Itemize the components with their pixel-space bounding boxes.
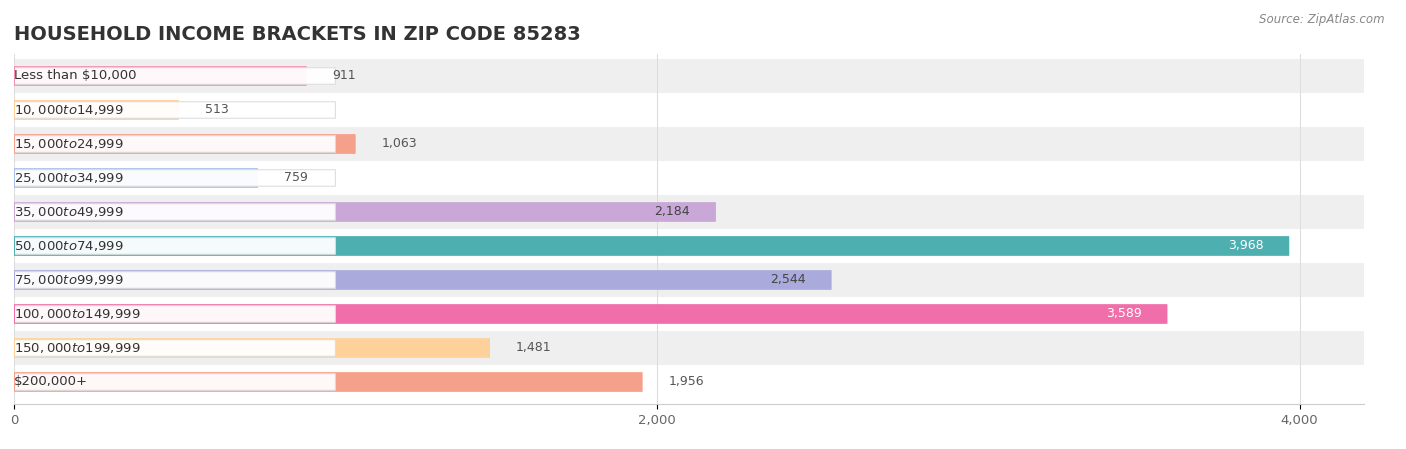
Text: 1,063: 1,063: [381, 137, 418, 150]
FancyBboxPatch shape: [14, 66, 307, 86]
FancyBboxPatch shape: [14, 136, 336, 152]
Text: 513: 513: [205, 103, 228, 116]
FancyBboxPatch shape: [14, 272, 336, 288]
Text: 759: 759: [284, 172, 308, 185]
FancyBboxPatch shape: [14, 270, 831, 290]
Bar: [0, 195, 1406, 229]
Bar: [0, 59, 1406, 93]
Text: $200,000+: $200,000+: [14, 375, 89, 388]
FancyBboxPatch shape: [14, 168, 257, 188]
FancyBboxPatch shape: [14, 340, 336, 356]
Bar: [0, 161, 1406, 195]
FancyBboxPatch shape: [14, 100, 179, 120]
Bar: [0, 229, 1406, 263]
Bar: [0, 263, 1406, 297]
Text: 1,481: 1,481: [516, 342, 551, 355]
FancyBboxPatch shape: [14, 372, 643, 392]
Text: 1,956: 1,956: [668, 375, 704, 388]
Text: Source: ZipAtlas.com: Source: ZipAtlas.com: [1260, 13, 1385, 26]
Text: HOUSEHOLD INCOME BRACKETS IN ZIP CODE 85283: HOUSEHOLD INCOME BRACKETS IN ZIP CODE 85…: [14, 25, 581, 44]
Bar: [0, 297, 1406, 331]
Text: $10,000 to $14,999: $10,000 to $14,999: [14, 103, 124, 117]
FancyBboxPatch shape: [14, 236, 1289, 256]
Bar: [0, 127, 1406, 161]
Text: $50,000 to $74,999: $50,000 to $74,999: [14, 239, 124, 253]
Text: $15,000 to $24,999: $15,000 to $24,999: [14, 137, 124, 151]
FancyBboxPatch shape: [14, 304, 1167, 324]
FancyBboxPatch shape: [14, 374, 336, 390]
FancyBboxPatch shape: [14, 170, 336, 186]
Text: $35,000 to $49,999: $35,000 to $49,999: [14, 205, 124, 219]
FancyBboxPatch shape: [14, 134, 356, 154]
Text: Less than $10,000: Less than $10,000: [14, 70, 136, 83]
FancyBboxPatch shape: [14, 238, 336, 254]
Text: $100,000 to $149,999: $100,000 to $149,999: [14, 307, 141, 321]
FancyBboxPatch shape: [14, 102, 336, 118]
FancyBboxPatch shape: [14, 338, 491, 358]
Text: $75,000 to $99,999: $75,000 to $99,999: [14, 273, 124, 287]
FancyBboxPatch shape: [14, 68, 336, 84]
Text: 2,544: 2,544: [770, 273, 806, 286]
Text: $150,000 to $199,999: $150,000 to $199,999: [14, 341, 141, 355]
Bar: [0, 93, 1406, 127]
Text: 911: 911: [333, 70, 356, 83]
Text: 2,184: 2,184: [655, 206, 690, 219]
Text: 3,589: 3,589: [1107, 308, 1142, 321]
Bar: [0, 331, 1406, 365]
FancyBboxPatch shape: [14, 204, 336, 220]
FancyBboxPatch shape: [14, 202, 716, 222]
Bar: [0, 365, 1406, 399]
Text: $25,000 to $34,999: $25,000 to $34,999: [14, 171, 124, 185]
FancyBboxPatch shape: [14, 306, 336, 322]
Text: 3,968: 3,968: [1227, 239, 1264, 252]
